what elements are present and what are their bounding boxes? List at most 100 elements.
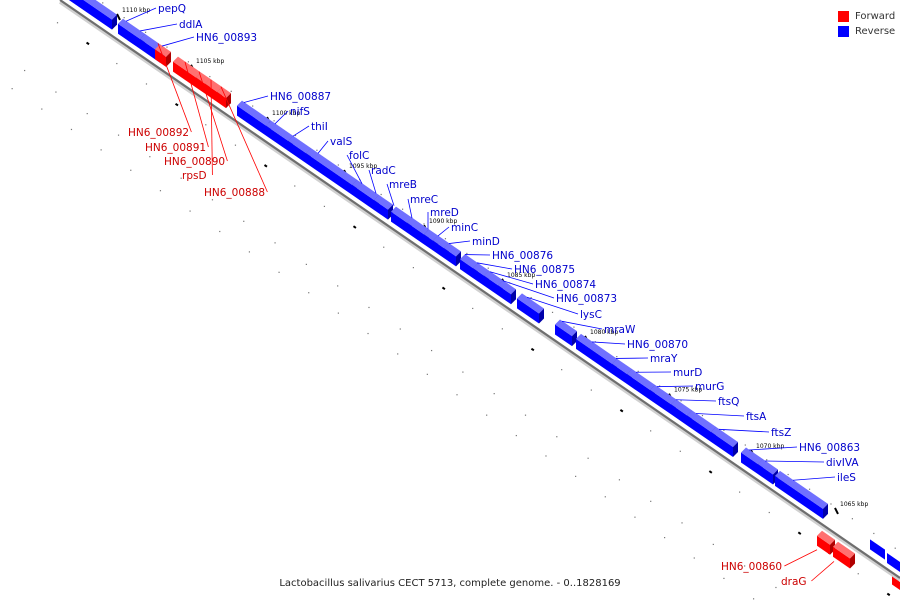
gene-box	[217, 91, 226, 109]
gene-label: HN6_00875	[514, 264, 575, 276]
gene-label: HN6_00863	[799, 442, 860, 454]
tick-label: 1080 kbp	[590, 329, 618, 336]
gene-box-top	[517, 293, 544, 314]
gene-label: HN6_00892	[128, 127, 189, 139]
leader-line	[811, 561, 835, 582]
tick-label: 1075 kbp	[674, 387, 702, 394]
gene-box-side	[850, 553, 855, 569]
gene-box-top	[433, 235, 449, 249]
gene-HN6_00860	[817, 530, 835, 555]
leader-line	[407, 198, 413, 219]
gene-box	[576, 338, 612, 374]
gene-box	[374, 199, 388, 220]
label-leader-lines	[125, 7, 836, 582]
backbone-line	[59, 0, 900, 579]
gene-box	[612, 363, 627, 385]
gene-label: HN6_00891	[145, 142, 206, 154]
forward-swatch	[838, 11, 849, 22]
tick-label: 1105 kbp	[196, 58, 224, 65]
gene-box	[671, 404, 687, 426]
gene-box-top	[671, 399, 692, 416]
gene-box	[711, 431, 733, 457]
leader-line	[764, 460, 825, 463]
leader-line	[448, 240, 471, 244]
gene-label: mreB	[389, 179, 417, 191]
tick-label: 1085 kbp	[507, 272, 535, 279]
gene-box-top	[484, 270, 503, 286]
gene-box-side	[823, 503, 828, 519]
gene-box-top	[288, 135, 311, 154]
leader-line	[695, 413, 745, 417]
gene-box	[444, 248, 456, 267]
leader-line	[317, 140, 329, 154]
leader-line	[792, 476, 836, 481]
gene-label: rpsD	[182, 170, 207, 182]
gene-box-side	[456, 251, 461, 267]
gene-box-top	[196, 72, 210, 84]
tick-label: 1090 kbp	[429, 218, 457, 225]
gene-ileS	[775, 470, 828, 519]
gene-label: HN6_00888	[204, 187, 265, 199]
tick-label: 1110 kbp	[122, 7, 150, 14]
leader-line	[784, 549, 818, 567]
gene-box-top	[306, 148, 357, 185]
background-dots	[11, 2, 896, 600]
gene-box-top	[173, 56, 201, 78]
gene-HN6_00887	[237, 100, 271, 136]
tick-label: 1065 kbp	[840, 501, 868, 508]
tick-label: 1095 kbp	[349, 163, 377, 170]
gene-label: mreC	[410, 194, 438, 206]
gene-minD	[444, 243, 461, 267]
gene-box	[517, 298, 539, 324]
leader-line	[274, 110, 289, 125]
gene-box	[627, 374, 650, 400]
gene-draG	[833, 541, 855, 569]
gene-box	[741, 452, 758, 475]
gene-box-top	[473, 263, 489, 276]
legend-forward: Forward	[838, 9, 895, 24]
leader-line	[748, 446, 798, 451]
gene-box	[407, 222, 424, 245]
tick-mark	[116, 13, 121, 21]
legend-reverse-label: Reverse	[855, 26, 896, 37]
gene-box	[288, 140, 306, 164]
leader-line	[526, 296, 579, 315]
leader-line	[125, 7, 157, 22]
gene-box-top	[711, 426, 738, 447]
leader-line	[675, 399, 717, 402]
gene-label: murG	[695, 381, 724, 393]
gene-box	[484, 275, 498, 296]
gene-box	[118, 23, 140, 49]
gene-box-top	[352, 179, 379, 200]
tick-label: 1070 kbp	[756, 443, 784, 450]
leader-line	[368, 169, 377, 194]
gene-label: murD	[673, 367, 702, 379]
gene-box	[68, 0, 112, 30]
gene-box	[833, 546, 850, 569]
figure-caption: Lactobacillus salivarius CECT 5713, comp…	[279, 578, 621, 589]
gene-box	[650, 389, 671, 415]
gene-fragment	[870, 539, 885, 560]
tick-mark	[834, 507, 839, 515]
gene-label: lysC	[580, 309, 602, 321]
gene-label: mraW	[604, 324, 636, 336]
gene-box-top	[758, 459, 778, 475]
gene-box	[775, 475, 823, 519]
gene-box-top	[576, 333, 617, 364]
genome-backbone	[59, 0, 900, 582]
gene-box-top	[155, 44, 171, 57]
gene-label: HN6_00860	[721, 561, 782, 573]
gene-label: valS	[330, 136, 353, 148]
leader-line	[139, 23, 178, 32]
gene-label: nifS	[290, 106, 310, 118]
leader-line	[243, 95, 269, 103]
gene-box	[155, 49, 166, 67]
gene-label: HN6_00887	[270, 91, 331, 103]
gene-label: HN6_00873	[556, 293, 617, 305]
gene-label: ftsQ	[718, 396, 739, 408]
gene-box-top	[687, 410, 716, 432]
gene-box	[433, 240, 444, 259]
leader-line	[502, 280, 555, 299]
leader-line	[591, 341, 626, 345]
